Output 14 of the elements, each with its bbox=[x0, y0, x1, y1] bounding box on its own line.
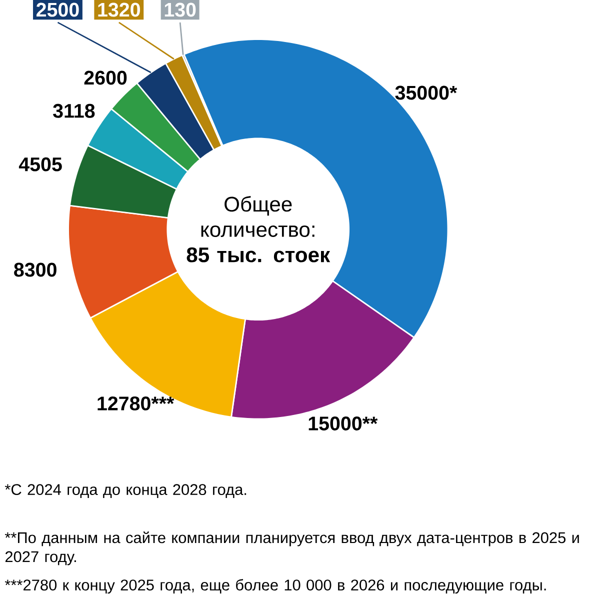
data-label: 8300 bbox=[14, 262, 56, 277]
data-label: 4505 bbox=[18, 157, 62, 172]
data-label: 1320 bbox=[98, 2, 140, 17]
data-label: 3118 bbox=[53, 104, 95, 118]
data-label: 35000* bbox=[395, 86, 458, 100]
data-label: 2600 bbox=[84, 70, 127, 85]
data-label: 12780*** bbox=[98, 396, 174, 410]
text: Общее количество: 85 тыс. стоек bbox=[186, 196, 330, 262]
data-label: 2500 bbox=[36, 2, 79, 17]
data-label: 15000** bbox=[308, 416, 378, 430]
text: *С 2024 года до конца 2028 года. bbox=[4, 484, 246, 498]
text: ***2780 к концу 2025 года, еще более 10 000 в 2026 и последующие годы. bbox=[4, 578, 546, 594]
data-label: 130 bbox=[164, 2, 196, 17]
text: **По данным на сайте компании планируется ввод двух дата-центров в 2025 и 2027 году. bbox=[4, 531, 579, 566]
